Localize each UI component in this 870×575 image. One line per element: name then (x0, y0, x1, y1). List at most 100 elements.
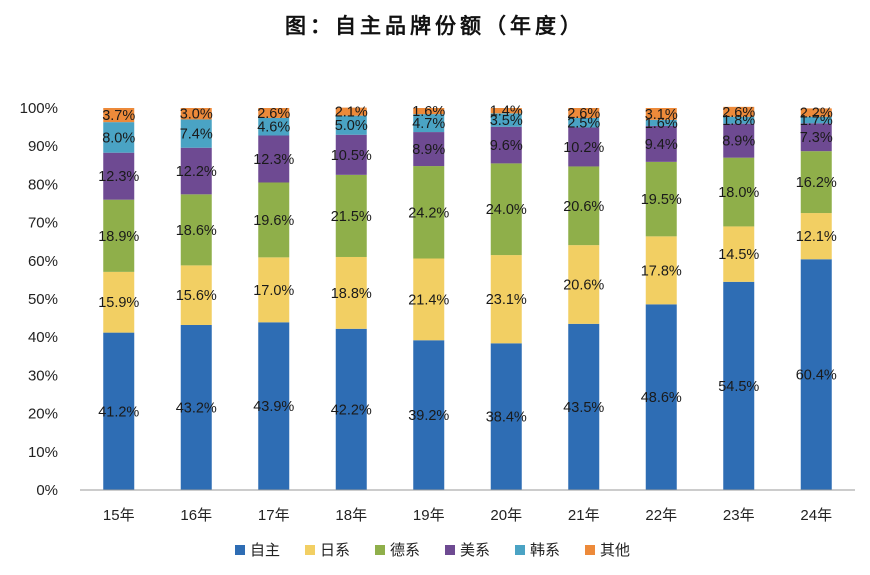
legend-swatch (445, 545, 455, 555)
bar-segment (490, 163, 522, 256)
data-label: 41.2% (98, 404, 139, 420)
data-label: 4.7% (412, 116, 445, 132)
bar-segment (645, 119, 677, 126)
bar-segment (103, 122, 135, 153)
data-label: 21.4% (408, 292, 449, 308)
data-label: 12.1% (796, 229, 837, 245)
data-label: 17.0% (253, 283, 294, 299)
bar-segment (800, 151, 832, 214)
data-label: 39.2% (408, 408, 449, 424)
legend: 自主 日系 德系 美系 韩系 其他 (235, 541, 630, 559)
data-label: 1.6% (412, 104, 445, 120)
bar-stack: 54.5% 14.5% 18.0% 8.9% 1.8%2.6% (718, 105, 759, 490)
bar-stack: 42.2% 18.8% 21.5% 10.5% 5.0%2.1% (331, 105, 372, 490)
bar-segment (103, 332, 135, 490)
data-label: 1.8% (722, 113, 755, 129)
data-label: 19.6% (253, 213, 294, 229)
bar-segment (335, 115, 367, 135)
data-label: 1.6% (645, 116, 678, 132)
data-label: 3.1% (645, 107, 678, 123)
bar-segment (645, 125, 677, 162)
bar-segment (180, 194, 212, 266)
legend-swatch (235, 545, 245, 555)
bar-segment (568, 166, 600, 246)
bar-segment (645, 236, 677, 305)
bar-segment (800, 116, 832, 124)
data-label: 3.5% (490, 113, 523, 129)
x-tick-label: 17年 (258, 507, 290, 524)
y-tick-label: 0% (36, 482, 58, 499)
data-label: 48.6% (641, 390, 682, 406)
data-label: 15.6% (176, 288, 217, 304)
bar-segment (490, 343, 522, 490)
legend-swatch (305, 545, 315, 555)
data-label: 12.3% (253, 152, 294, 168)
legend-label: 自主 (250, 541, 280, 559)
y-tick-label: 70% (28, 215, 58, 232)
x-tick-label: 15年 (103, 507, 135, 524)
bar-segment (180, 108, 212, 120)
bar-stack: 43.2% 15.6% 18.6% 12.2% 7.4% 3.0% (176, 107, 217, 490)
data-label: 1.7% (800, 113, 833, 129)
bar-segment (645, 161, 677, 237)
bar-segment (413, 132, 445, 167)
data-label: 43.9% (253, 399, 294, 415)
bar-segment (723, 123, 755, 158)
x-tick-label: 18年 (335, 507, 367, 524)
bar-segment (258, 257, 290, 323)
data-label: 20.6% (563, 199, 604, 215)
bar-segment (490, 255, 522, 344)
data-label: 15.9% (98, 295, 139, 311)
bar-segment (258, 117, 290, 136)
legend-swatch (515, 545, 525, 555)
bar-segment (800, 213, 832, 260)
legend-item: 韩系 (515, 541, 560, 559)
bar-segment (180, 147, 212, 195)
bar-segment (258, 182, 290, 258)
y-tick-label: 100% (20, 100, 58, 117)
bar-segment (413, 258, 445, 341)
data-label: 8.0% (102, 130, 135, 146)
data-label: 2.2% (800, 106, 833, 122)
bar-segment (180, 265, 212, 325)
bar-segment (413, 166, 445, 259)
data-label: 12.3% (98, 169, 139, 185)
x-tick-label: 22年 (645, 507, 677, 524)
data-label: 42.2% (331, 402, 372, 418)
data-label: 2.6% (722, 105, 755, 121)
bar-segment (568, 245, 600, 324)
data-label: 18.6% (176, 223, 217, 239)
legend-item: 德系 (375, 541, 420, 559)
data-label: 7.4% (180, 127, 213, 143)
data-label: 43.2% (176, 400, 217, 416)
x-tick-label: 16年 (180, 507, 212, 524)
data-label: 14.5% (718, 247, 759, 263)
data-label: 10.5% (331, 148, 372, 164)
legend-item: 自主 (235, 541, 280, 559)
bar-segment (335, 134, 367, 175)
data-label: 18.9% (98, 229, 139, 245)
x-tick-label: 21年 (568, 507, 600, 524)
x-axis: 15年 16年 17年 18年 19年 20年 21年 22年 23年 24年 (80, 489, 855, 524)
data-label: 60.4% (796, 368, 837, 384)
bar-segment (103, 108, 135, 123)
bar-segment (180, 324, 212, 490)
bar-segment (335, 107, 367, 116)
bar-stack: 43.9% 17.0% 19.6% 12.3% 4.6%2.6% (253, 106, 294, 490)
bar-segment (645, 304, 677, 490)
y-tick-label: 10% (28, 444, 58, 461)
data-label: 24.0% (486, 202, 527, 218)
data-label: 2.6% (567, 106, 600, 122)
data-label: 21.5% (331, 209, 372, 225)
x-tick-label: 24年 (800, 507, 832, 524)
bar-segment (180, 119, 212, 148)
bar-stack: 43.5% 20.6% 20.6% 10.2% 2.5%2.6% (563, 106, 604, 490)
bar-stack: 48.6% 17.8% 19.5% 9.4% 1.6%3.1% (641, 107, 682, 490)
data-label: 2.1% (335, 105, 368, 121)
y-tick-label: 80% (28, 176, 58, 193)
bar-stack: 39.2% 21.4% 24.2% 8.9% 4.7%1.6% (408, 104, 449, 490)
y-tick-label: 60% (28, 253, 58, 270)
data-label: 54.5% (718, 379, 759, 395)
x-tick-label: 19年 (413, 507, 445, 524)
